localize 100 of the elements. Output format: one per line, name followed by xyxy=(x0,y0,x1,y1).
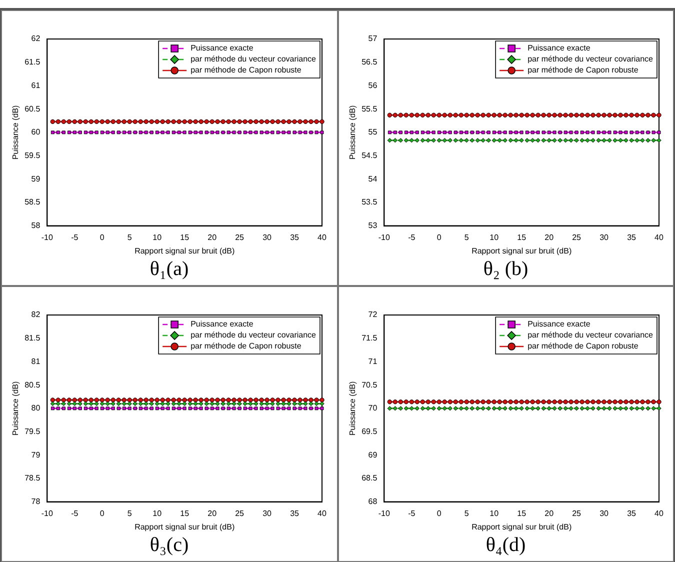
x-tick-label: 5 xyxy=(127,232,132,242)
x-tick-label: 20 xyxy=(208,232,218,242)
x-tick-label: 0 xyxy=(100,232,105,242)
y-tick-label: 60 xyxy=(31,128,41,137)
x-tick-label: 5 xyxy=(464,232,469,242)
y-tick-label: 79.5 xyxy=(24,426,41,436)
y-tick-label: 61 xyxy=(31,80,41,90)
legend-label: Puissance exacte xyxy=(190,44,254,53)
y-tick-label: 72 xyxy=(368,310,378,320)
x-tick-label: 15 xyxy=(180,232,190,242)
x-tick-label: 20 xyxy=(208,508,218,518)
x-tick-label: 10 xyxy=(152,232,162,242)
legend-label: par méthode de Capon robuste xyxy=(190,342,302,351)
x-tick-label: 20 xyxy=(544,508,554,518)
x-tick-label: 35 xyxy=(626,232,636,242)
x-tick-label: 15 xyxy=(516,508,526,518)
text: θ₁(a) xyxy=(148,258,190,281)
y-tick-label: 59.5 xyxy=(24,150,41,160)
x-axis-title: Rapport signal sur bruit (dB) xyxy=(471,246,572,256)
legend-label: par méthode du vecteur covariance xyxy=(190,54,317,64)
x-tick-label: 20 xyxy=(544,232,554,242)
x-tick-label: 30 xyxy=(599,508,609,518)
legend-label: Puissance exacte xyxy=(527,44,590,53)
y-tick-label: 82 xyxy=(31,310,41,320)
x-tick-label: 30 xyxy=(262,508,272,518)
x-tick-label: 15 xyxy=(516,232,526,242)
x-tick-label: 25 xyxy=(235,508,245,518)
y-tick-label: 58.5 xyxy=(24,198,41,207)
x-tick-label: 25 xyxy=(572,508,582,518)
legend-label: par méthode de Capon robuste xyxy=(190,66,302,75)
legend-label: par méthode du vecteur covariance xyxy=(527,54,654,64)
x-tick-label: -10 xyxy=(41,232,54,242)
x-tick-label: -5 xyxy=(71,232,79,242)
y-tick-label: 78.5 xyxy=(24,474,41,483)
y-tick-label: 79 xyxy=(31,450,41,460)
y-tick-label: 71.5 xyxy=(361,334,378,343)
x-tick-label: -10 xyxy=(378,508,390,518)
legend-label: par méthode de Capon robuste xyxy=(527,66,638,75)
y-axis-title: Puissance (dB) xyxy=(348,380,357,436)
x-tick-label: 30 xyxy=(262,232,272,242)
y-tick-label: 56 xyxy=(368,80,378,90)
legend-label: Puissance exacte xyxy=(190,320,254,329)
legend-label: par méthode du vecteur covariance xyxy=(190,330,317,340)
y-tick-label: 68.5 xyxy=(361,474,378,483)
y-tick-label: 62 xyxy=(31,34,41,44)
x-tick-label: 25 xyxy=(572,232,582,242)
y-tick-label: 71 xyxy=(368,356,378,366)
x-axis-title: Rapport signal sur bruit (dB) xyxy=(134,246,235,256)
x-axis-title: Rapport signal sur bruit (dB) xyxy=(471,522,572,532)
y-tick-label: 58 xyxy=(31,221,41,230)
x-tick-label: 0 xyxy=(436,508,442,518)
x-tick-label: -10 xyxy=(378,232,390,242)
x-tick-label: 5 xyxy=(127,508,132,518)
y-tick-label: 57 xyxy=(368,34,378,44)
y-tick-label: 81 xyxy=(31,356,41,366)
y-tick-label: 80.5 xyxy=(24,380,41,390)
y-tick-label: 78 xyxy=(31,497,41,506)
x-tick-label: 35 xyxy=(290,508,300,518)
y-axis-title: Puissance (dB) xyxy=(11,104,20,160)
x-tick-label: 40 xyxy=(654,232,664,242)
x-tick-label: -5 xyxy=(408,232,416,242)
x-tick-label: 10 xyxy=(489,232,499,242)
y-tick-label: 68 xyxy=(368,497,378,506)
x-tick-label: 30 xyxy=(599,232,609,242)
y-tick-label: 56.5 xyxy=(361,58,378,67)
y-tick-label: 81.5 xyxy=(24,334,41,343)
y-tick-label: 61.5 xyxy=(24,58,41,67)
x-tick-label: 40 xyxy=(318,508,327,518)
y-tick-label: 54.5 xyxy=(361,150,378,160)
text: θ₂ (b) xyxy=(482,258,530,281)
y-tick-label: 53.5 xyxy=(361,198,378,207)
x-tick-label: 15 xyxy=(180,508,190,518)
y-tick-label: 55 xyxy=(368,128,378,137)
y-tick-label: 80 xyxy=(31,404,41,413)
x-tick-label: 5 xyxy=(464,508,469,518)
x-tick-label: 35 xyxy=(626,508,636,518)
legend-label: Puissance exacte xyxy=(527,320,590,329)
y-tick-label: 53 xyxy=(368,221,378,230)
y-tick-label: 60.5 xyxy=(24,104,41,114)
legend-label: par méthode de Capon robuste xyxy=(527,342,638,351)
x-axis-title: Rapport signal sur bruit (dB) xyxy=(134,522,235,532)
y-axis-title: Puissance (dB) xyxy=(348,104,357,160)
x-tick-label: 35 xyxy=(290,232,300,242)
y-tick-label: 54 xyxy=(368,174,378,184)
x-tick-label: 10 xyxy=(489,508,499,518)
x-tick-label: -5 xyxy=(71,508,79,518)
x-tick-label: -10 xyxy=(41,508,54,518)
y-tick-label: 59 xyxy=(31,174,41,184)
y-axis-title: Puissance (dB) xyxy=(11,380,20,436)
legend-label: par méthode du vecteur covariance xyxy=(527,330,654,340)
y-tick-label: 55.5 xyxy=(361,104,378,114)
text: θ₄(d) xyxy=(484,534,527,557)
x-tick-label: 40 xyxy=(654,508,664,518)
x-tick-label: -5 xyxy=(408,508,416,518)
y-tick-label: 69 xyxy=(368,450,378,460)
y-tick-label: 70.5 xyxy=(361,380,378,390)
x-tick-label: 25 xyxy=(235,232,245,242)
y-tick-label: 69.5 xyxy=(361,426,378,436)
x-tick-label: 40 xyxy=(318,232,327,242)
y-tick-label: 70 xyxy=(368,404,378,413)
